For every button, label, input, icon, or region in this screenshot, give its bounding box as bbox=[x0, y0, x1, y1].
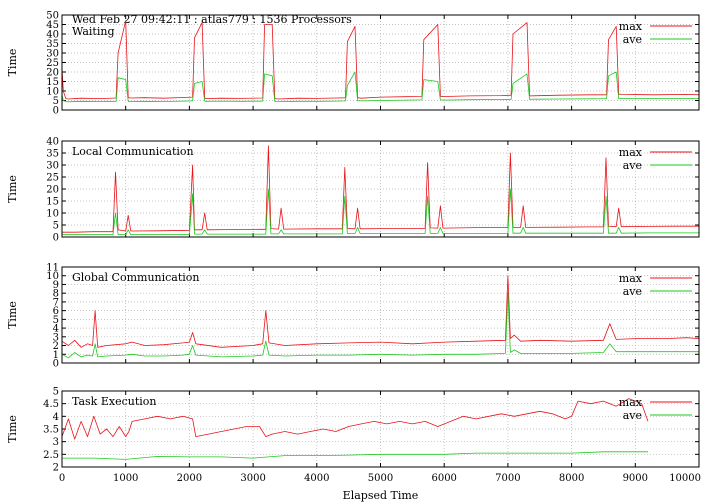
y-tick-label: 10 bbox=[46, 271, 59, 282]
y-tick-label: 45 bbox=[46, 20, 59, 31]
series-line-max bbox=[61, 275, 700, 348]
panel-title: Waiting bbox=[72, 25, 115, 38]
y-tick-label: 8 bbox=[53, 289, 59, 300]
plot-frame bbox=[61, 266, 700, 364]
y-tick-label: 10 bbox=[46, 87, 59, 98]
legend-label-max: max bbox=[619, 396, 643, 409]
x-tick-label: 1000 bbox=[113, 473, 138, 484]
y-tick-label: 9 bbox=[53, 280, 59, 291]
series-line-max bbox=[62, 145, 699, 233]
x-tick-label: 6000 bbox=[431, 473, 456, 484]
series-line-max bbox=[61, 398, 649, 440]
y-tick-label: 25 bbox=[46, 173, 59, 184]
y-tick-label: 2.5 bbox=[43, 450, 59, 461]
legend-label-ave: ave bbox=[623, 33, 642, 46]
y-tick-label: 20 bbox=[46, 68, 59, 79]
panel-4: 2 2.5 33.5 4 4.55 0 1000 2000 3000 4000 5000 6000 70… bbox=[6, 387, 701, 485]
y-tick-label: 35 bbox=[46, 149, 59, 160]
y-tick-label: 20 bbox=[46, 185, 59, 196]
panel-title: Task Execution bbox=[72, 395, 156, 408]
y-tick-label: 25 bbox=[46, 58, 59, 69]
legend-label-max: max bbox=[619, 20, 643, 33]
y-tick-label: 40 bbox=[46, 30, 59, 41]
legend-label-ave: ave bbox=[623, 285, 642, 298]
x-tick-label: 4000 bbox=[304, 473, 329, 484]
y-tick-label: 50 bbox=[46, 11, 59, 22]
x-tick-label: 0 bbox=[59, 473, 65, 484]
series-line-max bbox=[61, 20, 700, 100]
y-tick-label: 2 bbox=[53, 463, 59, 474]
y-tick-label: 6 bbox=[53, 306, 59, 317]
x-tick-label: 7000 bbox=[495, 473, 520, 484]
y-tick-label: 4.5 bbox=[43, 399, 59, 410]
panel-title: Local Communication bbox=[72, 145, 194, 158]
y-tick-label: 3 bbox=[53, 437, 59, 448]
y-tick-label: 1 bbox=[53, 350, 59, 361]
y-tick-label: 35 bbox=[46, 39, 59, 50]
series-line-ave bbox=[61, 292, 699, 359]
x-axis-label: Elapsed Time bbox=[343, 489, 419, 502]
plot-frame bbox=[61, 390, 700, 468]
y-axis-label: Time bbox=[6, 301, 19, 329]
y-tick-label: 5 bbox=[53, 315, 59, 326]
x-tick-label: 10000 bbox=[669, 473, 701, 484]
y-tick-label: 5 bbox=[53, 221, 59, 232]
y-tick-label: 0 bbox=[53, 233, 59, 244]
y-axis-label: Time bbox=[6, 175, 19, 203]
y-tick-label: 30 bbox=[46, 49, 59, 60]
y-tick-label: 5 bbox=[53, 387, 59, 398]
y-tick-label: 7 bbox=[53, 297, 59, 308]
legend-label-max: max bbox=[619, 146, 643, 159]
legend-label-ave: ave bbox=[623, 409, 642, 422]
plot-frame bbox=[61, 14, 700, 111]
series-line-ave bbox=[61, 71, 700, 103]
y-tick-label: 4 bbox=[53, 324, 59, 335]
plot-frame bbox=[61, 140, 700, 238]
x-tick-label: 3000 bbox=[240, 473, 265, 484]
panel-title: Global Communication bbox=[72, 271, 200, 284]
y-tick-label: 15 bbox=[46, 77, 59, 88]
y-tick-label: 0 bbox=[53, 359, 59, 370]
y-tick-label: 5 bbox=[53, 96, 59, 107]
y-tick-label: 10 bbox=[46, 209, 59, 220]
x-tick-label: 9000 bbox=[623, 473, 648, 484]
x-tick-label: 8000 bbox=[559, 473, 584, 484]
series-line-ave bbox=[62, 188, 699, 236]
y-tick-label: 3.5 bbox=[43, 425, 59, 436]
y-tick-label: 40 bbox=[46, 137, 59, 148]
y-axis-label: Time bbox=[6, 49, 19, 77]
y-tick-label: 4 bbox=[53, 412, 59, 423]
y-tick-label: 0 bbox=[53, 106, 59, 117]
y-tick-label: 11 bbox=[46, 263, 59, 274]
y-tick-label: 2 bbox=[53, 341, 59, 352]
y-axis-label: Time bbox=[6, 415, 19, 443]
y-tick-label: 15 bbox=[46, 197, 59, 208]
legend-label-ave: ave bbox=[623, 159, 642, 172]
x-tick-label: 5000 bbox=[368, 473, 393, 484]
x-tick-label: 2000 bbox=[177, 473, 202, 484]
y-tick-label: 3 bbox=[53, 332, 59, 343]
figure-header: Wed Feb 27 09:42:11 : atlas779 : 1536 Pr… bbox=[72, 13, 352, 26]
series-line-ave bbox=[62, 451, 648, 460]
y-tick-label: 30 bbox=[46, 161, 59, 172]
legend-label-max: max bbox=[619, 272, 643, 285]
